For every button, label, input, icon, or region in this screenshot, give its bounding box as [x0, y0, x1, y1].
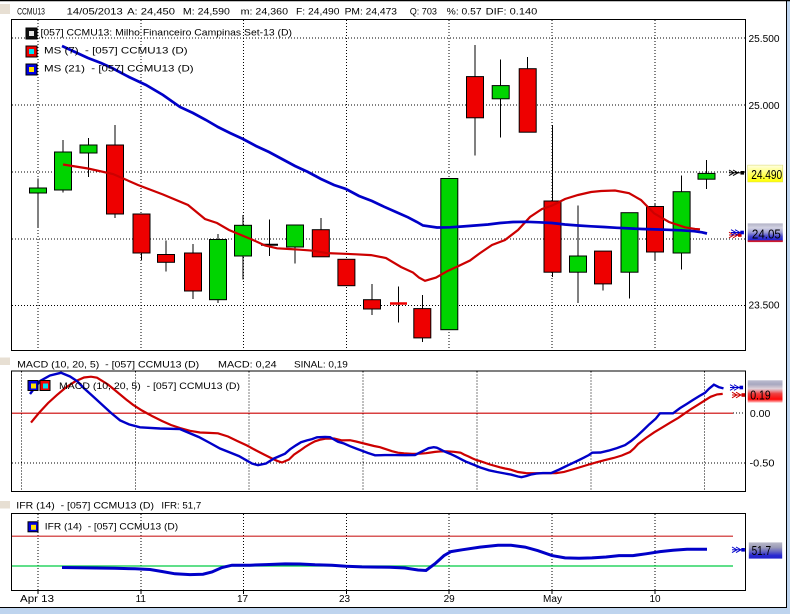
- svg-text:24.490: 24.490: [751, 167, 782, 182]
- svg-text:PM: 24,473: PM: 24,473: [345, 7, 397, 18]
- svg-text:A: 24,450: A: 24,450: [127, 7, 175, 18]
- svg-text:MACD (10, 20, 5) - [057] CCMU: MACD (10, 20, 5) - [057] CCMU13 (D): [59, 381, 240, 392]
- svg-text:IFR: 51,7: IFR: 51,7: [161, 501, 201, 512]
- svg-text:Apr 13: Apr 13: [20, 594, 54, 605]
- svg-text:[057] CCMU13: Milho Financeiro: [057] CCMU13: Milho Financeiro Campinas …: [41, 28, 293, 39]
- svg-text:MACD: 0,24: MACD: 0,24: [218, 360, 277, 371]
- svg-text:17: 17: [237, 594, 249, 605]
- svg-text:23: 23: [339, 594, 351, 605]
- svg-text:MS (21) - [057] CCMU13 (D): MS (21) - [057] CCMU13 (D): [44, 64, 194, 75]
- svg-text:0.19: 0.19: [750, 387, 771, 402]
- svg-text:m: 24,360: m: 24,360: [241, 7, 288, 18]
- svg-text:25.500: 25.500: [749, 34, 780, 45]
- svg-text:0.00: 0.00: [750, 409, 771, 420]
- svg-text:DIF: 0.140: DIF: 0.140: [486, 7, 538, 18]
- svg-text:IFR (14) - [057] CCMU13 (D): IFR (14) - [057] CCMU13 (D): [16, 501, 154, 512]
- svg-text:29: 29: [444, 594, 456, 605]
- svg-text:10: 10: [649, 594, 661, 605]
- svg-text:May: May: [543, 594, 562, 605]
- svg-text:MS (7) - [057] CCMU13 (D): MS (7) - [057] CCMU13 (D): [44, 46, 188, 57]
- svg-text:23.500: 23.500: [749, 300, 780, 311]
- svg-text:11: 11: [136, 594, 147, 605]
- svg-text:25.000: 25.000: [749, 101, 780, 112]
- svg-text:51.7: 51.7: [752, 543, 772, 558]
- svg-text:24.05: 24.05: [752, 226, 781, 241]
- svg-text:M: 24,590: M: 24,590: [183, 7, 230, 18]
- svg-text:IFR (14) - [057] CCMU13 (D): IFR (14) - [057] CCMU13 (D): [45, 521, 178, 532]
- svg-text:Q: 703: Q: 703: [410, 7, 437, 18]
- svg-text:MACD (10, 20, 5) - [057] CCMU: MACD (10, 20, 5) - [057] CCMU13 (D): [17, 360, 199, 371]
- svg-text:F: 24,490: F: 24,490: [296, 7, 340, 18]
- svg-text:%: 0.57: %: 0.57: [447, 7, 482, 18]
- svg-text:14/05/2013: 14/05/2013: [67, 7, 123, 18]
- svg-text:-0.50: -0.50: [750, 459, 775, 470]
- svg-text:SINAL: 0,19: SINAL: 0,19: [294, 360, 348, 371]
- svg-text:CCMU13: CCMU13: [17, 7, 45, 18]
